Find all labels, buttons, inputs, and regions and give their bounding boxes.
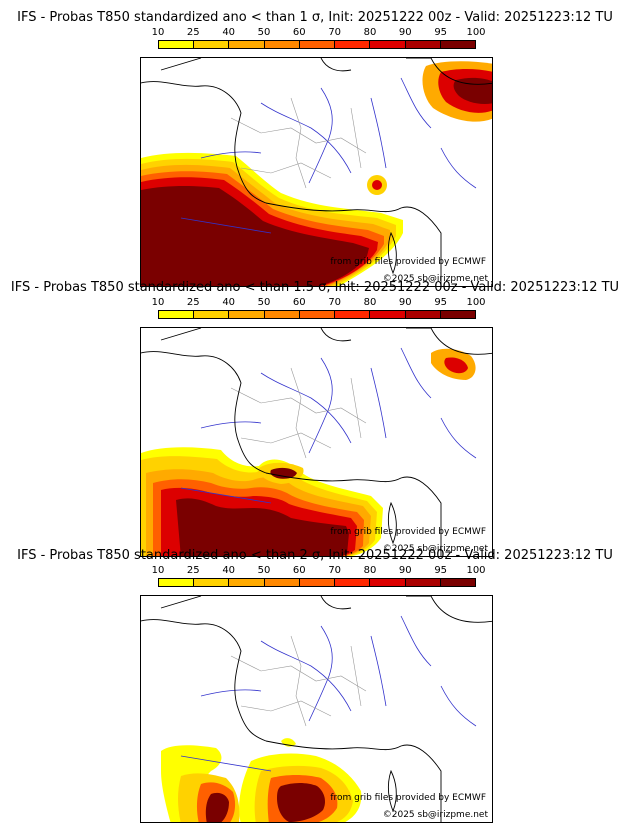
probability-map: from grib files provided by ECMWF ©2025 … [140, 327, 493, 557]
data-credit: from grib files provided by ECMWF [330, 527, 486, 537]
colorbar-tick: 50 [257, 565, 271, 576]
colorbar-segment [370, 311, 406, 318]
colorbar-tick: 95 [434, 297, 448, 308]
copyright: ©2025 sb@irizpme.net [382, 810, 488, 820]
borders [230, 635, 367, 727]
colorbar-segment [159, 579, 195, 586]
colorbar-tick: 100 [466, 27, 486, 38]
colorbar-tick: 70 [328, 565, 342, 576]
colorbar-segment [335, 579, 371, 586]
map-panel-2: IFS - Probas T850 standardized ano < tha… [0, 280, 630, 557]
colorbar-tick: 50 [257, 27, 271, 38]
map-svg [141, 328, 492, 556]
colorbar-segment [405, 41, 441, 48]
copyright: ©2025 sb@irizpme.net [382, 544, 488, 554]
colorbar-tick: 80 [363, 565, 377, 576]
colorbar-segment [299, 41, 336, 48]
shade-95b [277, 783, 325, 822]
probability-map: from grib files provided by ECMWF ©2025 … [140, 595, 493, 823]
colorbar-segment [194, 41, 230, 48]
colorbar-segment [299, 311, 336, 318]
probability-shading [161, 738, 362, 822]
colorbar-tick: 25 [186, 27, 200, 38]
colorbar-segment [159, 41, 195, 48]
coastline [141, 328, 492, 556]
colorbar-tick: 40 [222, 565, 236, 576]
probability-shading [141, 348, 476, 556]
coastline [141, 596, 492, 822]
colorbar-tick: 100 [466, 565, 486, 576]
colorbar-tick: 70 [328, 297, 342, 308]
colorbar-segment [440, 41, 475, 48]
colorbar [158, 578, 476, 587]
shade-alps-core [270, 467, 297, 479]
colorbar-tick: 60 [292, 565, 306, 576]
colorbar-labels: 10 25 40 50 60 70 80 90 95 100 [152, 27, 486, 39]
colorbar-tick: 25 [186, 297, 200, 308]
colorbar-tick: 10 [151, 565, 165, 576]
shade-95 [176, 498, 349, 556]
borders [230, 367, 367, 459]
map-panel-3: IFS - Probas T850 standardized ano < tha… [0, 548, 630, 823]
map-svg [141, 596, 492, 822]
probability-shading [141, 61, 492, 286]
colorbar-tick: 70 [328, 27, 342, 38]
shade-95 [141, 186, 369, 286]
colorbar-segment [264, 41, 300, 48]
colorbar-tick: 80 [363, 297, 377, 308]
colorbar [158, 310, 476, 319]
colorbar-tick: 25 [186, 565, 200, 576]
colorbar-tick: 100 [466, 297, 486, 308]
colorbar-tick: 10 [151, 297, 165, 308]
colorbar-segment [159, 311, 195, 318]
colorbar-segment [229, 41, 265, 48]
borders [230, 97, 367, 189]
colorbar-segment [370, 41, 406, 48]
colorbar-segment [194, 311, 230, 318]
panel-title: IFS - Probas T850 standardized ano < tha… [17, 548, 613, 563]
colorbar-segment [370, 579, 406, 586]
colorbar-tick: 90 [398, 297, 412, 308]
copyright: ©2025 sb@irizpme.net [382, 274, 488, 284]
colorbar-tick: 90 [398, 27, 412, 38]
probability-map: from grib files provided by ECMWF ©2025 … [140, 57, 493, 287]
colorbar-segment [335, 311, 371, 318]
shade-alps-spot-core [372, 180, 382, 190]
panel-title: IFS - Probas T850 standardized ano < tha… [17, 10, 613, 25]
colorbar-segment [440, 311, 475, 318]
colorbar-segment [405, 311, 441, 318]
rivers [180, 615, 477, 772]
colorbar-tick: 60 [292, 297, 306, 308]
data-credit: from grib files provided by ECMWF [330, 257, 486, 267]
rivers [180, 347, 477, 504]
data-credit: from grib files provided by ECMWF [330, 793, 486, 803]
shade-95 [205, 792, 229, 822]
coastline [141, 58, 492, 286]
colorbar-labels: 10 25 40 50 60 70 80 90 95 100 [152, 565, 486, 577]
colorbar-tick: 10 [151, 27, 165, 38]
colorbar-tick: 90 [398, 565, 412, 576]
colorbar-segment [194, 579, 230, 586]
colorbar-segment [229, 579, 265, 586]
panel-title: IFS - Probas T850 standardized ano < tha… [10, 280, 620, 295]
colorbar [158, 40, 476, 49]
colorbar-tick: 40 [222, 297, 236, 308]
map-panel-1: IFS - Probas T850 standardized ano < tha… [0, 10, 630, 287]
map-svg [141, 58, 492, 286]
shade-ne-core [444, 357, 468, 374]
colorbar-tick: 95 [434, 565, 448, 576]
colorbar-tick: 40 [222, 27, 236, 38]
colorbar-segment [229, 311, 265, 318]
colorbar-segment [440, 579, 475, 586]
colorbar-tick: 95 [434, 27, 448, 38]
colorbar-segment [405, 579, 441, 586]
colorbar-tick: 80 [363, 27, 377, 38]
colorbar-segment [264, 579, 300, 586]
colorbar-segment [264, 311, 300, 318]
colorbar-segment [299, 579, 336, 586]
colorbar-tick: 60 [292, 27, 306, 38]
colorbar-labels: 10 25 40 50 60 70 80 90 95 100 [152, 297, 486, 309]
colorbar-segment [335, 41, 371, 48]
colorbar-tick: 50 [257, 297, 271, 308]
